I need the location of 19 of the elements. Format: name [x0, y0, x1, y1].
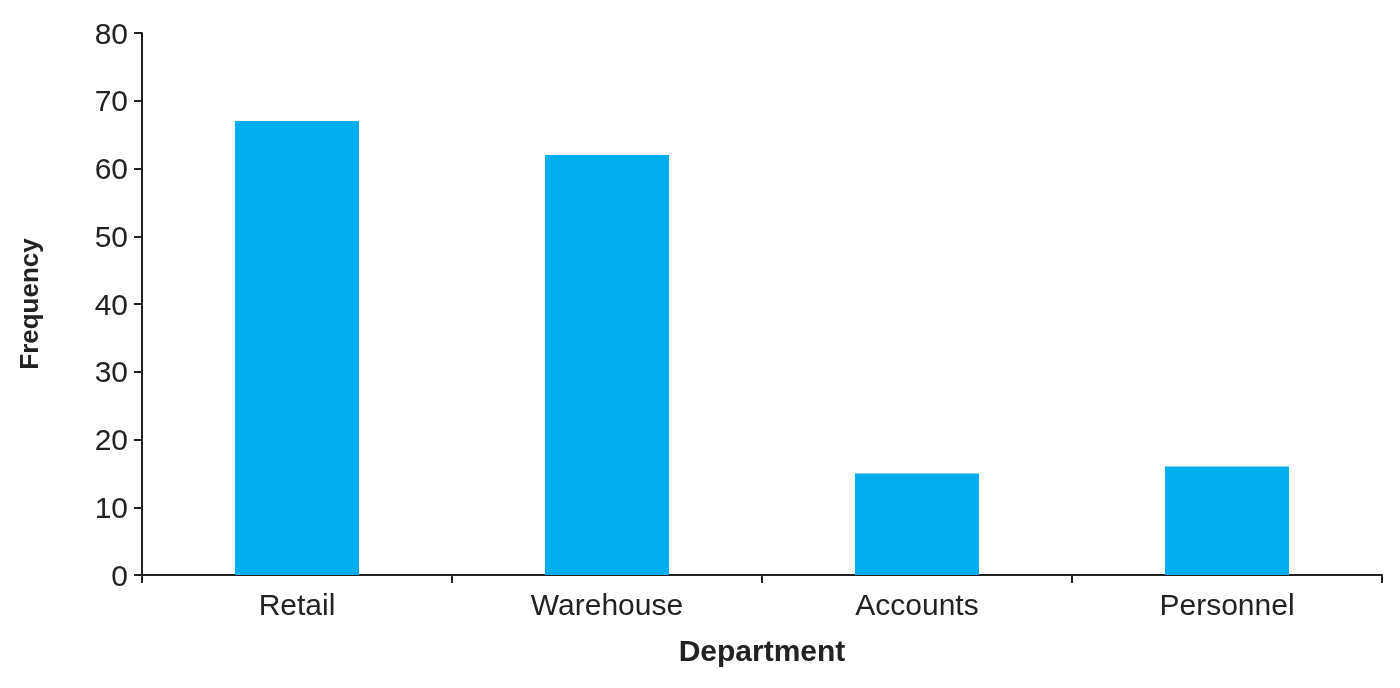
x-tick-label: Warehouse [530, 587, 684, 621]
y-axis-title: Frequency [14, 237, 44, 370]
bar [545, 154, 669, 575]
x-tick-label: Retail [258, 587, 336, 621]
y-tick-label: 30 [94, 355, 128, 389]
x-tick-label: Accounts [855, 587, 979, 621]
y-tick-label: 50 [94, 219, 128, 253]
bar [235, 121, 359, 575]
bar [1165, 466, 1289, 575]
y-tick-label: 80 [94, 16, 128, 50]
y-tick-label: 10 [94, 490, 128, 524]
x-axis-title: Department [678, 633, 846, 667]
y-tick-label: 70 [94, 84, 128, 118]
y-tick-label: 60 [94, 152, 128, 185]
x-tick-label: Personnel [1159, 587, 1295, 621]
bar [855, 473, 979, 575]
y-tick-label: 0 [111, 558, 128, 592]
y-tick-label: 20 [94, 423, 128, 456]
y-tick-label: 40 [94, 287, 128, 321]
